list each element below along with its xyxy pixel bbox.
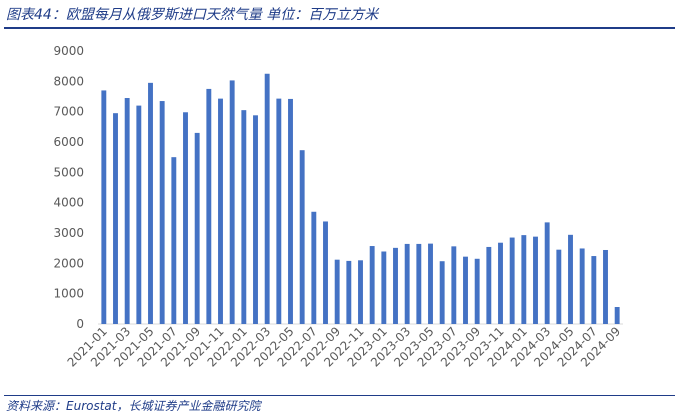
bar-2023-04: [416, 243, 422, 324]
bar-2022-12: [369, 246, 375, 324]
bar-2024-09: [614, 307, 620, 324]
bar-2022-03: [264, 73, 270, 324]
bar-2024-05: [568, 234, 573, 324]
y-tick-label: 7000: [53, 105, 84, 119]
bar-2023-08: [463, 256, 468, 324]
bar-2021-03: [124, 98, 130, 325]
y-axis-ticks: 0 1000 2000 3000 4000 5000 6000 7000 8000 9000: [53, 44, 84, 331]
bar-2024-04: [556, 249, 562, 324]
y-tick-label: 2000: [53, 256, 84, 270]
y-tick-label: 4000: [53, 196, 84, 210]
bar-2021-11: [218, 98, 223, 325]
y-tick-label: 8000: [53, 74, 84, 88]
y-tick-label: 9000: [53, 44, 84, 58]
figure-title: 图表44：欧盟每月从俄罗斯进口天然气量 单位：百万立方米: [6, 7, 379, 23]
y-tick-label: 5000: [53, 165, 84, 179]
bar-2024-07: [591, 256, 597, 324]
bar-2021-01: [101, 90, 107, 325]
bar-2023-01: [381, 251, 387, 324]
bar-2022-09: [334, 259, 340, 324]
bar-2021-10: [206, 88, 212, 324]
bar-2024-02: [533, 236, 538, 324]
y-tick-label: 3000: [53, 226, 84, 240]
bar-2022-06: [299, 150, 305, 324]
bar-2023-06: [439, 261, 445, 324]
bar-2021-05: [148, 82, 153, 324]
bar-2023-07: [451, 246, 457, 324]
bar-2021-07: [171, 157, 177, 324]
bar-2022-02: [253, 115, 258, 324]
bar-2023-02: [393, 247, 398, 324]
y-tick-label: 0: [76, 317, 84, 331]
bar-2024-01: [521, 235, 527, 324]
bar-2023-11: [498, 242, 503, 324]
bar-2023-05: [428, 243, 433, 324]
bar-2024-08: [603, 249, 608, 324]
bar-2023-09: [474, 258, 480, 324]
bar-2024-06: [579, 248, 585, 324]
bar-2023-03: [404, 243, 410, 324]
bar-chart: 0 1000 2000 3000 4000 5000 6000 7000 8000 9000 20…: [53, 44, 624, 370]
bar-2022-08: [323, 221, 328, 324]
y-tick-label: 1000: [53, 287, 84, 301]
bar-2022-04: [276, 98, 282, 325]
source-note: 资料来源：Eurostat，长城证券产业金融研究院: [6, 399, 261, 413]
bar-2023-12: [509, 237, 515, 324]
x-axis-ticks: 2021-012021-032021-052021-072021-092021-…: [65, 324, 624, 369]
bar-2024-03: [544, 222, 550, 324]
bar-2022-10: [346, 260, 352, 324]
bar-2022-01: [241, 110, 247, 325]
bar-2021-12: [229, 80, 235, 324]
bar-2021-06: [159, 101, 165, 324]
bar-2022-07: [311, 211, 317, 324]
y-tick-label: 6000: [53, 135, 84, 149]
bar-2022-05: [288, 98, 293, 325]
bars-group: [101, 73, 620, 325]
bar-2021-08: [183, 112, 188, 325]
bottom-rule: [4, 395, 675, 396]
bar-2022-11: [358, 260, 363, 324]
bar-2021-04: [136, 105, 142, 324]
bar-2021-09: [194, 132, 200, 324]
title-rule: [4, 27, 675, 29]
bar-2023-10: [486, 246, 492, 324]
bar-2021-02: [113, 113, 118, 325]
